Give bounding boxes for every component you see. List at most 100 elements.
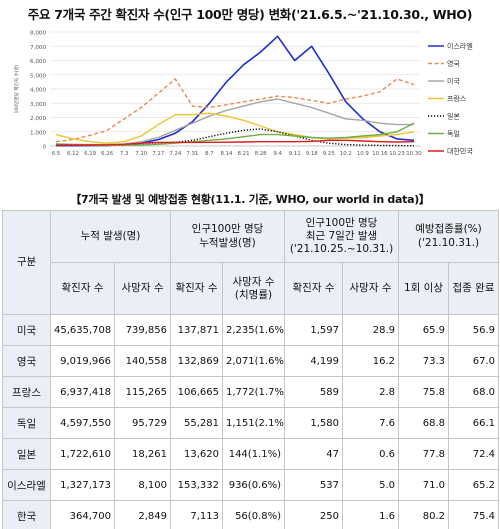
cell-cases: 9,019,966: [50, 345, 115, 377]
x-tick-label: 7.24: [169, 151, 182, 157]
cell-deaths: 8,100: [114, 469, 171, 501]
cell-cases-7d: 537: [284, 469, 343, 501]
row-country: 이스라엘: [2, 469, 51, 501]
cell-vax-full: 75.4: [447, 500, 500, 529]
cell-deaths: 115,265: [114, 376, 171, 408]
x-tick-label: 6.5: [52, 151, 61, 157]
weekly-cases-line-chart: 0 1,000 2,000 3,000 4,000 5,000 6,000 7,000 8,00…: [13, 31, 473, 158]
series-line-2: [55, 78, 415, 143]
subheader-deaths: 사망자 수: [114, 262, 171, 315]
cell-deaths-7d: 2.8: [342, 376, 399, 408]
cell-deaths: 18,261: [114, 438, 171, 470]
cell-deaths: 140,558: [114, 345, 171, 377]
cell-deaths-pm: 1,772(1.7%): [222, 376, 285, 408]
cell-vax-one: 73.3: [398, 345, 449, 377]
cell-deaths: 739,856: [114, 314, 171, 346]
row-country: 미국: [2, 314, 51, 346]
x-tick-label: 9.4: [273, 151, 282, 157]
legend-label: 프랑스: [447, 95, 467, 103]
cell-deaths-pm: 2,235(1.6%): [222, 314, 285, 346]
header-vax-line2: ('21.10.31.): [417, 236, 480, 249]
cell-cases-pm: 132,869: [170, 345, 223, 377]
cell-vax-one: 68.8: [398, 407, 449, 439]
x-tick-label: 7.31: [186, 151, 198, 157]
legend-label: 미국: [447, 77, 460, 86]
header-recent-line1: 인구100만 명당: [305, 216, 378, 229]
cell-vax-one: 71.0: [398, 469, 449, 501]
cell-vax-one: 77.8: [398, 438, 449, 470]
header-vaccination: 예방접종률(%) ('21.10.31.): [397, 210, 500, 263]
legend-label: 일본: [447, 112, 460, 121]
row-country: 영국: [2, 345, 51, 377]
series-line-4: [55, 112, 415, 144]
y-tick-label: 3,000: [30, 102, 46, 108]
subheader-deaths-7d: 사망자 수: [342, 262, 399, 315]
cell-cases-pm: 153,332: [170, 469, 223, 501]
y-tick-label: 0: [42, 145, 46, 151]
x-tick-label: 9.25: [323, 151, 335, 157]
x-tick-label: 10.30: [406, 151, 422, 157]
cell-cases: 4,597,550: [50, 407, 115, 439]
row-country: 한국: [2, 500, 51, 529]
cell-deaths-7d: 7.6: [342, 407, 399, 439]
y-tick-label: 4,000: [30, 88, 46, 94]
cell-cases: 1,722,610: [50, 438, 115, 470]
x-tick-label: 10.2: [340, 151, 352, 157]
cell-deaths-7d: 16.2: [342, 345, 399, 377]
cell-cases: 364,700: [50, 500, 115, 529]
cell-deaths-pm: 144(1.1%): [222, 438, 285, 470]
y-tick-label: 8,000: [30, 31, 46, 37]
subheader-deaths-pm: 사망자 수 (치명률): [222, 262, 285, 315]
legend-label: 이스라엘: [447, 42, 473, 51]
cell-cases: 6,937,418: [50, 376, 115, 408]
x-tick-label: 10.9: [357, 151, 370, 157]
header-vax-line1: 예방접종률(%): [415, 223, 482, 236]
cell-deaths-7d: 1.6: [342, 500, 399, 529]
cell-vax-full: 68.0: [447, 376, 500, 408]
x-tick-label: 7.17: [152, 151, 164, 157]
cell-cases-7d: 4,199: [284, 345, 343, 377]
x-tick-label: 8.7: [205, 151, 214, 157]
header-per-million: 인구100만 명당 누적발생(명): [170, 210, 285, 263]
x-tick-label: 8.21: [238, 151, 250, 157]
x-tick-label: 7.3: [120, 151, 129, 157]
y-tick-label: 6,000: [30, 59, 46, 65]
y-axis-label: 100만명당 확진자 수(명): [13, 64, 20, 113]
x-tick-label: 6.19: [84, 151, 97, 157]
subheader-cases-7d: 확진자 수: [284, 262, 343, 315]
cell-vax-full: 56.9: [447, 314, 500, 346]
x-tick-label: 8.28: [255, 151, 268, 157]
cell-cases-7d: 47: [284, 438, 343, 470]
table-row: 일본 1,722,610 18,261 13,620 144(1.1%) 47 …: [2, 438, 500, 470]
cell-vax-one: 75.8: [398, 376, 449, 408]
subheader-deaths-pm-line1: 사망자 수: [232, 275, 275, 288]
cell-cases-pm: 55,281: [170, 407, 223, 439]
cell-deaths-7d: 28.9: [342, 314, 399, 346]
cell-cases-pm: 137,871: [170, 314, 223, 346]
cell-cases-7d: 1,597: [284, 314, 343, 346]
header-country: 구분: [2, 210, 51, 315]
x-tick-label: 8.14: [220, 151, 233, 157]
cell-vax-one: 65.9: [398, 314, 449, 346]
cell-vax-one: 80.2: [398, 500, 449, 529]
legend-label: 영국: [447, 59, 460, 68]
cell-vax-full: 66.1: [447, 407, 500, 439]
subheader-vax-one: 1회 이상: [398, 262, 449, 315]
table-row: 영국 9,019,966 140,558 132,869 2,071(1.6%)…: [2, 345, 500, 377]
cell-deaths-pm: 2,071(1.6%): [222, 345, 285, 377]
cell-cases: 1,327,173: [50, 469, 115, 501]
subheader-vax-full: 접종 완료: [447, 262, 500, 315]
table-row: 이스라엘 1,327,173 8,100 153,332 936(0.6%) 5…: [2, 469, 500, 501]
cell-vax-full: 72.4: [447, 438, 500, 470]
legend-label: 대한민국: [447, 147, 473, 156]
row-country: 프랑스: [2, 376, 51, 408]
cell-deaths: 2,849: [114, 500, 171, 529]
cell-deaths-7d: 0.6: [342, 438, 399, 470]
subheader-cases: 확진자 수: [50, 262, 115, 315]
row-country: 일본: [2, 438, 51, 470]
cell-cases: 45,635,708: [50, 314, 115, 346]
cell-deaths: 95,729: [114, 407, 171, 439]
table-row: 독일 4,597,550 95,729 55,281 1,151(2.1%) 1…: [2, 407, 500, 439]
x-tick-label: 7.10: [135, 151, 148, 157]
cell-deaths-pm: 1,151(2.1%): [222, 407, 285, 439]
